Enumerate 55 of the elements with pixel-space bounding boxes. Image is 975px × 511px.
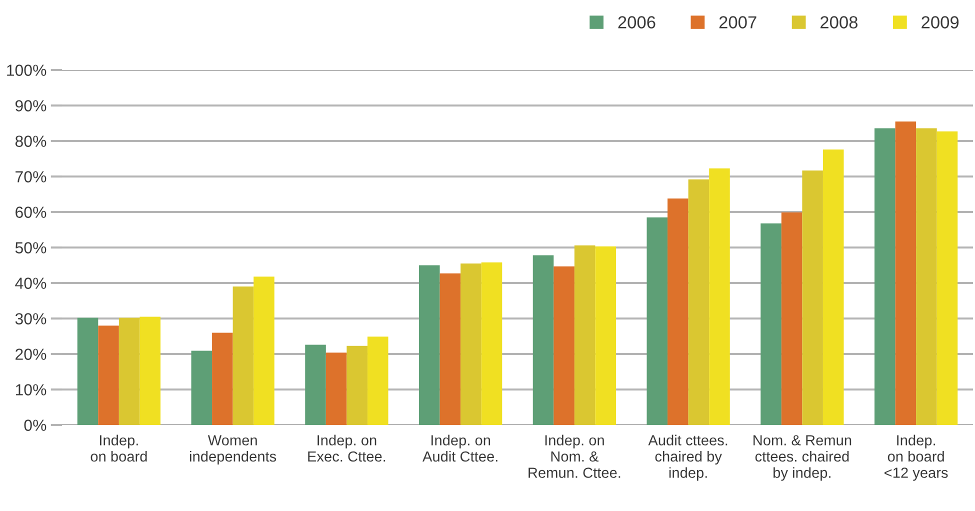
bar bbox=[232, 286, 254, 425]
bar bbox=[440, 273, 461, 425]
bar bbox=[118, 318, 140, 425]
bar bbox=[554, 266, 574, 425]
bar bbox=[191, 350, 212, 425]
y-tick-label: 90% bbox=[16, 100, 46, 112]
bar bbox=[254, 276, 274, 425]
y-tick-label: 80% bbox=[15, 136, 46, 147]
bar bbox=[709, 168, 730, 425]
y-tick-label: 60% bbox=[16, 206, 46, 218]
legend-label: 2006 bbox=[618, 16, 656, 28]
bar bbox=[140, 316, 160, 425]
bar bbox=[98, 326, 119, 425]
bar bbox=[760, 223, 782, 425]
bar bbox=[305, 344, 326, 425]
bar bbox=[781, 212, 802, 425]
bar bbox=[595, 246, 616, 425]
y-tick-label: 50% bbox=[15, 242, 46, 254]
x-tick-label: Indep. on board bbox=[90, 434, 147, 462]
bar bbox=[367, 336, 388, 425]
bar bbox=[668, 198, 688, 425]
y-tick-label: 100% bbox=[7, 64, 46, 76]
bar bbox=[532, 255, 554, 425]
y-tick-label: 0% bbox=[24, 420, 46, 431]
bar bbox=[874, 128, 896, 425]
legend-label: 2008 bbox=[820, 16, 858, 28]
bar bbox=[346, 346, 368, 425]
y-tick-label: 30% bbox=[15, 313, 46, 324]
bar bbox=[326, 352, 347, 425]
legend-label: 2009 bbox=[922, 16, 959, 28]
x-tick-label: Indep. on Nom. & Remun. Cttee. bbox=[528, 434, 620, 478]
bar bbox=[936, 131, 958, 425]
bar bbox=[802, 170, 823, 425]
y-tick-label: 40% bbox=[15, 278, 46, 289]
bar bbox=[419, 265, 440, 425]
y-tick-label: 70% bbox=[16, 171, 46, 182]
y-tick-label: 20% bbox=[16, 348, 46, 360]
bar bbox=[77, 318, 98, 425]
x-tick-label: Audit cttees. chaired by indep. bbox=[648, 434, 728, 481]
x-tick-label: Indep. on Exec. Cttee. bbox=[308, 434, 386, 462]
bar bbox=[460, 263, 482, 425]
x-tick-label: Nom. & Remun cttees. chaired by indep. bbox=[754, 435, 852, 481]
bar bbox=[916, 128, 937, 425]
x-tick-label: Indep. on board <12 years bbox=[884, 434, 948, 481]
x-tick-label: Women independents bbox=[190, 435, 276, 465]
y-tick-label: 10% bbox=[16, 384, 46, 396]
bar bbox=[212, 332, 233, 425]
legend-label: 2007 bbox=[719, 16, 756, 28]
bar bbox=[481, 262, 502, 425]
bar bbox=[574, 245, 596, 425]
bar bbox=[895, 121, 916, 425]
bar bbox=[688, 179, 710, 425]
x-tick-label: Indep. on Audit Cttee. bbox=[422, 434, 498, 462]
bar bbox=[646, 217, 668, 425]
bar bbox=[822, 150, 844, 425]
